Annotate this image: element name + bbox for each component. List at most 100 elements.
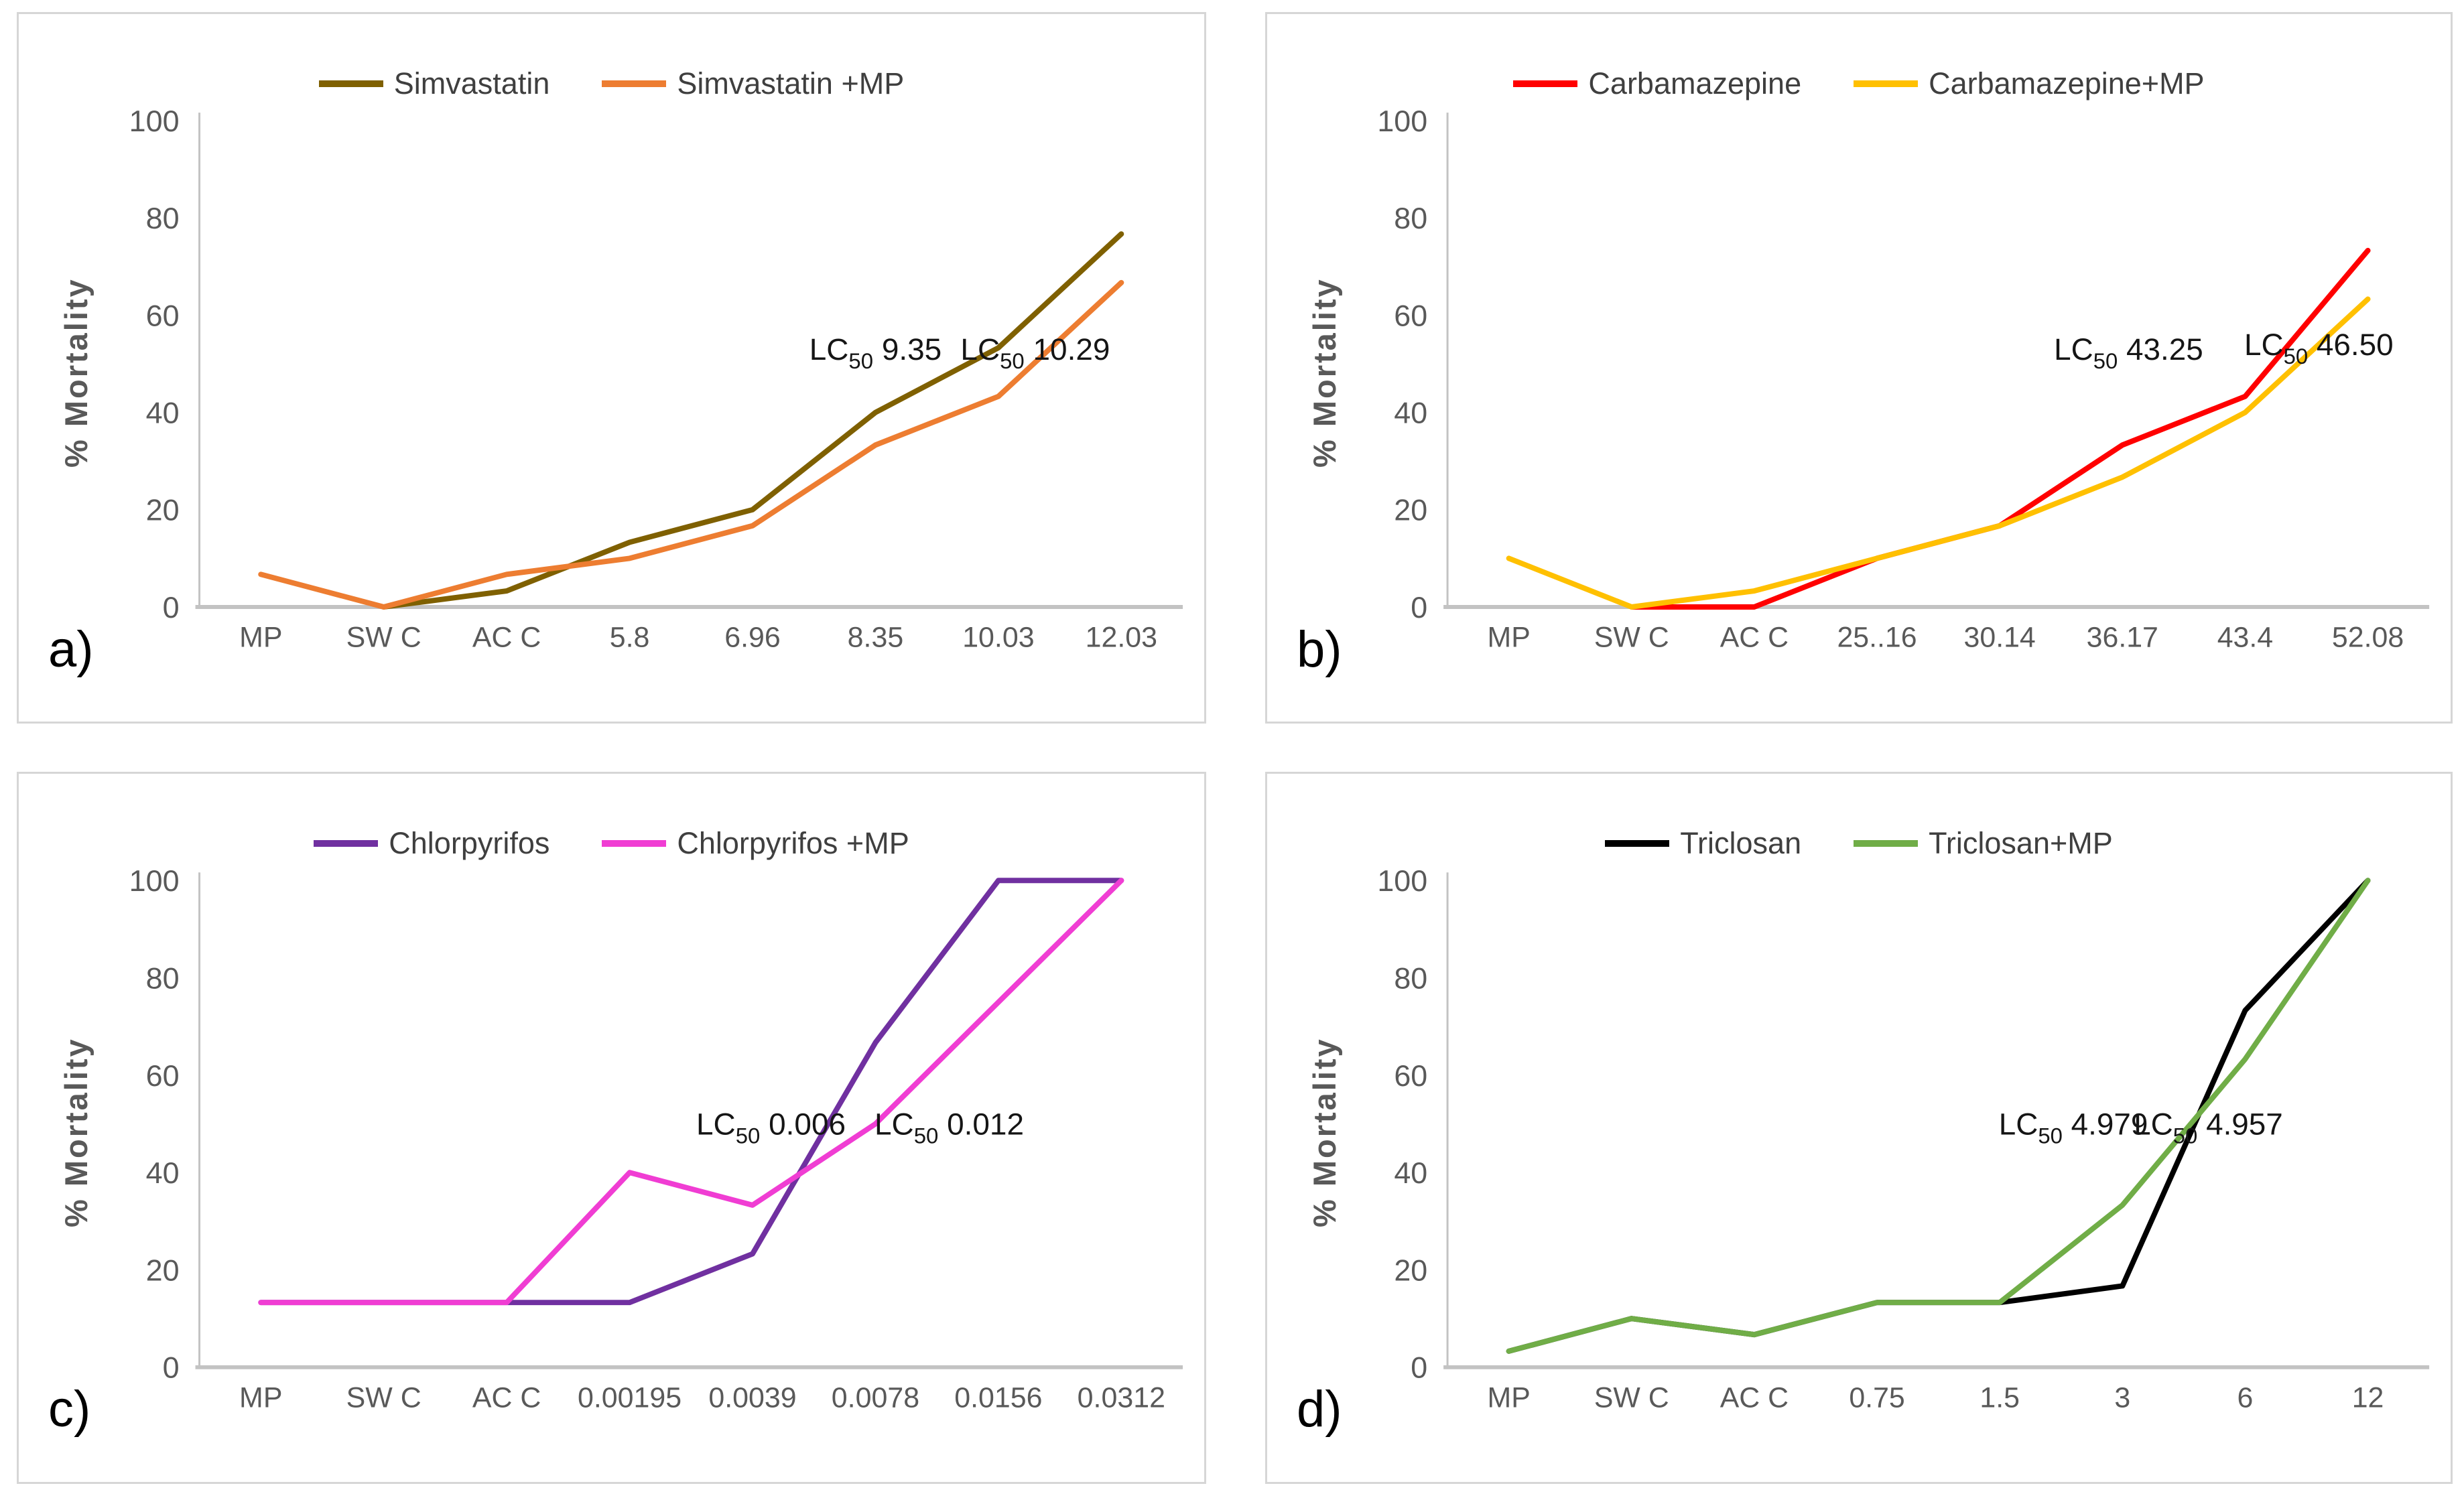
x-tick-label: SW C <box>346 1382 422 1414</box>
legend-label-chlorpyrifos: Chlorpyrifos <box>389 826 550 860</box>
x-tick-label: MP <box>239 622 282 654</box>
legend-swatch-simvastatin <box>318 80 383 87</box>
x-tick-label: 0.0156 <box>954 1382 1042 1414</box>
series-line <box>1506 296 2371 610</box>
lc50-annotation: LC50 43.25 <box>2054 332 2203 373</box>
legend-item-chlorpyrifos: Chlorpyrifos <box>314 826 549 861</box>
x-tick-label: 0.0078 <box>832 1382 919 1414</box>
x-tick-label: 12.03 <box>1086 622 1157 654</box>
panel-d: Triclosan Triclosan+MP % Mortality 0 20 40… <box>1265 772 2453 1484</box>
x-tick-label: 43.4 <box>2217 622 2273 654</box>
legend-label-chlorpyrifos-mp: Chlorpyrifos +MP <box>677 826 909 860</box>
x-tick-label: 30.14 <box>1964 622 2036 654</box>
y-tick-label: 20 <box>146 493 180 527</box>
series-line <box>258 878 1124 1306</box>
legend-label-triclosan: Triclosan <box>1680 826 1802 860</box>
lc50-annotation: LC50 9.35 <box>809 332 942 373</box>
x-tick-label: 5.8 <box>610 622 650 654</box>
x-tick-label: 0.0039 <box>708 1382 796 1414</box>
lc50-annotation: LC50 4.979 <box>1999 1107 2148 1148</box>
y-axis-label-a: % Mortality <box>58 277 94 468</box>
y-tick-label: 100 <box>129 104 180 138</box>
x-tick-label: 1.5 <box>1980 1382 2020 1414</box>
legend-a: Simvastatin Simvastatin +MP <box>19 66 1204 101</box>
y-tick-label: 20 <box>1394 494 1427 527</box>
legend-item-carbamazepine: Carbamazepine <box>1513 66 1801 101</box>
x-tick-label: SW C <box>1594 622 1669 654</box>
legend-item-simvastatin-mp: Simvastatin +MP <box>602 66 904 101</box>
legend-swatch-simvastatin-mp <box>602 80 667 87</box>
panel-a: Simvastatin Simvastatin +MP % Mortality … <box>17 12 1206 724</box>
legend-swatch-triclosan <box>1605 840 1670 847</box>
x-tick-label: 36.17 <box>2087 622 2158 654</box>
x-tick-label: MP <box>239 1382 282 1414</box>
chart-canvas-d: 0 20 40 60 80 100 MP SW C AC C 0.75 1.5 3 6 12 LC50 4.… <box>1377 864 2430 1414</box>
y-tick-label: 80 <box>146 961 180 996</box>
series-line <box>258 279 1124 610</box>
x-tick-label: 6.96 <box>724 622 781 654</box>
legend-label-carbamazepine-mp: Carbamazepine+MP <box>1929 66 2205 100</box>
y-tick-label: 60 <box>146 1059 180 1093</box>
legend-item-carbamazepine-mp: Carbamazepine+MP <box>1854 66 2205 101</box>
legend-swatch-carbamazepine-mp <box>1854 80 1919 87</box>
legend-label-simvastatin: Simvastatin <box>393 66 550 100</box>
y-axis-label-c: % Mortality <box>58 1037 94 1227</box>
y-tick-label: 80 <box>1394 962 1427 996</box>
legend-swatch-triclosan-mp <box>1854 840 1919 847</box>
lc50-annotation: LC50 0.012 <box>874 1107 1024 1148</box>
lc50-annotation: LC50 10.29 <box>960 332 1110 373</box>
legend-label-simvastatin-mp: Simvastatin +MP <box>677 66 905 100</box>
x-tick-label: 0.00195 <box>578 1382 682 1414</box>
x-tick-label: 6 <box>2238 1382 2254 1414</box>
panel-letter-c: c) <box>48 1381 91 1438</box>
x-tick-label: AC C <box>1720 622 1789 654</box>
lc50-annotation: LC50 46.50 <box>2244 328 2394 368</box>
y-tick-label: 20 <box>146 1253 180 1287</box>
y-tick-label: 40 <box>1394 1156 1427 1190</box>
x-tick-label: 10.03 <box>962 622 1034 654</box>
x-tick-label: 25..16 <box>1837 622 1917 654</box>
series-line <box>381 231 1124 610</box>
panel-c: Chlorpyrifos Chlorpyrifos +MP % Mortalit… <box>17 772 1206 1484</box>
y-tick-label: 40 <box>146 396 180 430</box>
x-tick-label: AC C <box>1720 1382 1789 1414</box>
y-tick-label: 100 <box>1377 105 1427 138</box>
y-tick-label: 20 <box>1394 1253 1427 1287</box>
x-tick-label: MP <box>1488 622 1531 654</box>
series-line <box>258 878 1124 1306</box>
lc50-annotation: LC50 4.957 <box>2134 1107 2283 1148</box>
y-tick-label: 40 <box>146 1156 180 1190</box>
y-axis-label-d: % Mortality <box>1307 1037 1342 1227</box>
y-tick-label: 60 <box>1394 299 1427 332</box>
x-tick-label: SW C <box>346 622 422 654</box>
x-tick-label: SW C <box>1594 1382 1669 1414</box>
chart-canvas-a: 0 20 40 60 80 100 MP SW C AC C 5.8 6.96 8.35 10.03 12… <box>129 104 1183 654</box>
legend-item-triclosan-mp: Triclosan+MP <box>1854 826 2113 861</box>
y-tick-label: 0 <box>163 1351 180 1385</box>
y-tick-label: 0 <box>1411 591 1427 624</box>
lc50-annotation: LC50 0.006 <box>696 1107 846 1148</box>
legend-swatch-chlorpyrifos-mp <box>602 840 667 847</box>
x-tick-label: 52.08 <box>2332 622 2404 654</box>
panel-letter-b: b) <box>1297 621 1342 678</box>
legend-label-carbamazepine: Carbamazepine <box>1588 66 1802 100</box>
legend-item-simvastatin: Simvastatin <box>318 66 550 101</box>
series-line <box>1506 878 2371 1354</box>
x-tick-label: 3 <box>2114 1382 2130 1414</box>
legend-b: Carbamazepine Carbamazepine+MP <box>1267 66 2451 101</box>
y-tick-label: 80 <box>146 201 180 235</box>
y-tick-label: 60 <box>146 298 180 332</box>
y-tick-label: 100 <box>129 864 180 898</box>
y-tick-label: 80 <box>1394 202 1427 235</box>
legend-item-chlorpyrifos-mp: Chlorpyrifos +MP <box>602 826 909 861</box>
y-tick-label: 40 <box>1394 397 1427 430</box>
x-tick-label: 8.35 <box>848 622 904 654</box>
x-tick-label: MP <box>1488 1382 1531 1414</box>
x-tick-label: AC C <box>472 622 541 654</box>
chart-canvas-b: 0 20 40 60 80 100 MP SW C AC C 25..16 30.14 36.17 43… <box>1377 105 2430 654</box>
series-line <box>1628 247 2371 610</box>
y-tick-label: 0 <box>1411 1351 1427 1385</box>
panel-b: Carbamazepine Carbamazepine+MP % Mortali… <box>1265 12 2453 724</box>
legend-swatch-chlorpyrifos <box>314 840 379 847</box>
